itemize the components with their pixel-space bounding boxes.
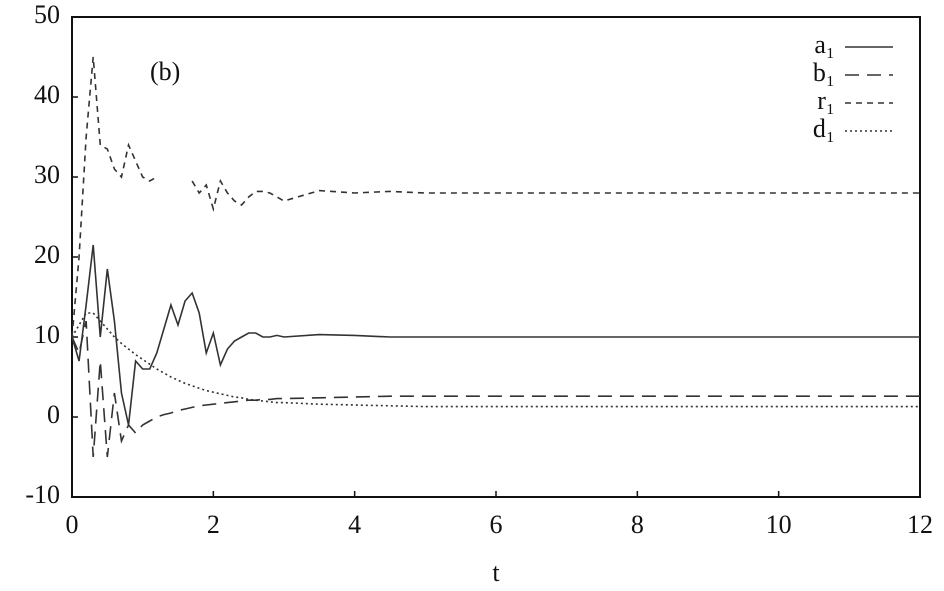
series-line [71,320,920,458]
legend-label: b₁ [813,58,835,87]
x-tick-label: 0 [66,510,79,539]
series-line [71,312,920,408]
plot-frame [71,16,921,498]
annotation: (b) [150,57,180,86]
y-tick-label: 20 [34,240,60,269]
x-axis-label: t [492,558,500,587]
y-tick-label: 50 [34,0,60,29]
series-line [71,56,920,338]
y-tick-label: 0 [47,400,60,429]
series-line [71,244,920,426]
x-tick-label: 8 [631,510,644,539]
x-tick-label: 6 [490,510,503,539]
y-tick-label: 40 [34,80,60,109]
x-tick-label: 10 [766,510,792,539]
y-tick-label: -10 [25,480,60,509]
x-tick-label: 12 [907,510,933,539]
x-tick-label: 2 [207,510,220,539]
y-tick-label: 10 [34,320,60,349]
legend-label: r₁ [817,86,835,115]
y-tick-label: 30 [34,160,60,189]
legend-label: d₁ [813,114,835,143]
x-tick-label: 4 [348,510,361,539]
legend-label: a₁ [814,30,835,59]
